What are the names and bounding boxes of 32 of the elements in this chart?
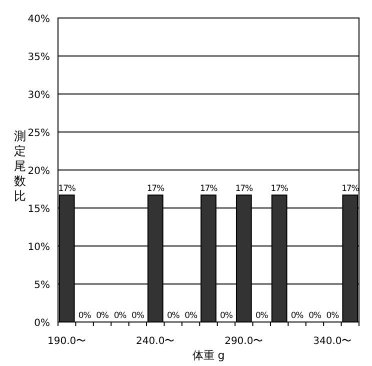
y-tick-label: 15% — [28, 204, 50, 215]
data-label: 0% — [166, 311, 180, 321]
data-label: 17% — [200, 184, 218, 194]
y-tick-label: 20% — [28, 166, 50, 177]
x-tick-label: 240.0〜 — [136, 336, 175, 347]
data-label: 17% — [58, 184, 76, 194]
data-label: 17% — [270, 184, 288, 194]
data-label: 0% — [132, 311, 144, 321]
data-label: 0% — [78, 311, 92, 321]
x-axis-title: 体重 g — [192, 349, 225, 362]
data-label: 17% — [342, 184, 360, 194]
data-label: 0% — [184, 311, 198, 321]
data-label: 0% — [308, 311, 322, 321]
y-axis-title: 測定尾数比 — [14, 129, 26, 203]
y-tick-label: 35% — [28, 52, 50, 63]
data-label: 0% — [255, 311, 268, 321]
data-label: 17% — [146, 184, 164, 194]
data-label: 0% — [326, 311, 340, 321]
y-tick-label: 10% — [28, 242, 50, 253]
y-tick-label: 25% — [28, 128, 50, 139]
y-tick-label: 5% — [34, 280, 50, 291]
data-label: 0% — [220, 311, 233, 321]
y-tick-label: 0% — [34, 318, 50, 329]
x-tick-label: 290.0〜 — [224, 336, 264, 347]
x-tick-label: 340.0〜 — [313, 336, 352, 347]
data-label: 0% — [96, 311, 109, 321]
y-tick-label: 40% — [28, 14, 50, 25]
data-label: 0% — [290, 311, 304, 321]
data-label: 17% — [235, 184, 253, 194]
y-tick-label: 30% — [28, 90, 50, 101]
data-label: 0% — [114, 311, 127, 321]
x-tick-label: 190.0〜 — [48, 336, 86, 347]
